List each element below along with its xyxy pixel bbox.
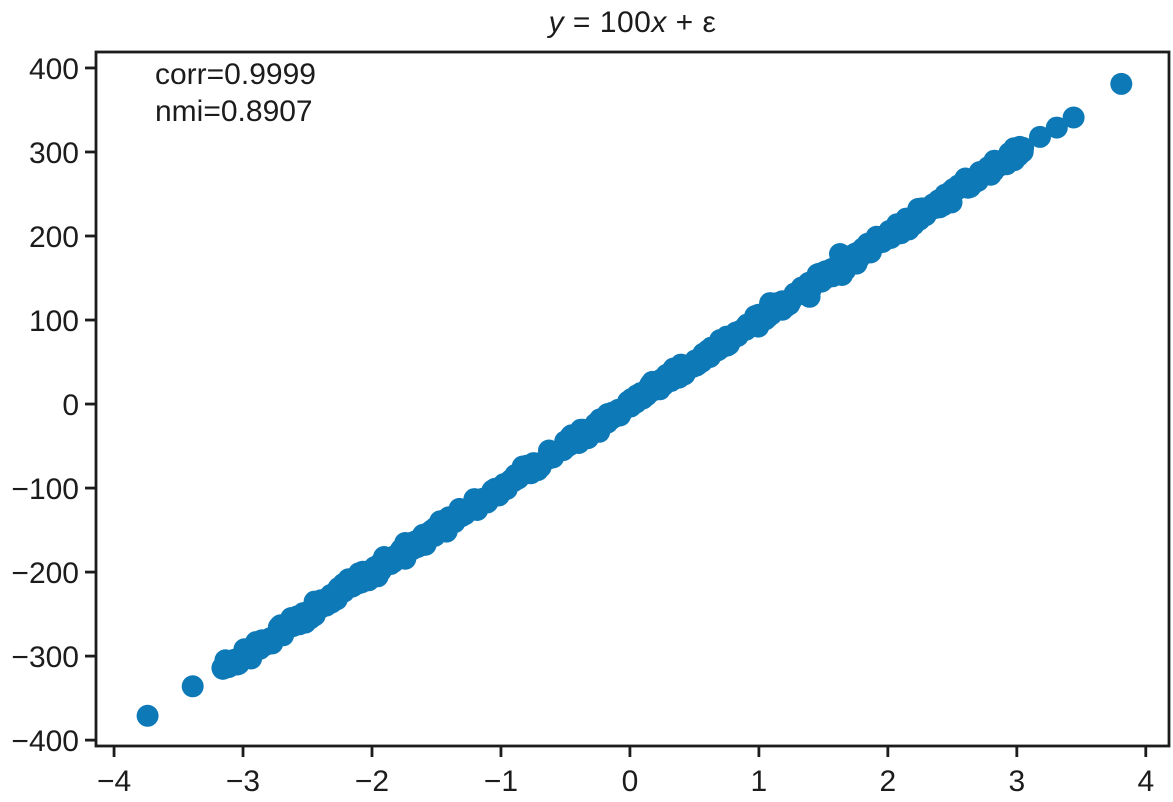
scatter-point (700, 336, 723, 359)
y-tick-label: −400 (11, 725, 79, 758)
scatter-point (865, 225, 888, 248)
scatter-point (905, 204, 928, 227)
scatter-point (853, 240, 876, 263)
scatter-point (574, 421, 597, 444)
scatter-point (641, 370, 664, 393)
x-tick-label: 0 (622, 765, 639, 798)
scatter-point (329, 578, 351, 601)
scatter-point (759, 292, 782, 315)
scatter-point (476, 490, 499, 513)
scatter-point (557, 429, 580, 452)
scatter-point (995, 153, 1018, 176)
scatter-point (619, 395, 642, 418)
title-text: + ε (666, 6, 717, 39)
scatter-point (257, 632, 279, 655)
scatter-point (362, 561, 385, 584)
scatter-point (659, 362, 682, 385)
title-text: = 100 (564, 6, 652, 39)
x-tick-label: −4 (97, 765, 131, 798)
y-tick-label: 0 (62, 389, 79, 422)
nmi-value: nmi=0.8907 (155, 95, 313, 128)
scatter-point (956, 172, 979, 195)
scatter-point (238, 642, 261, 665)
scatter-point (1062, 106, 1085, 129)
x-tick-label: −1 (484, 765, 518, 798)
x-tick-label: −3 (226, 765, 260, 798)
scatter-point (136, 704, 159, 727)
scatter-point (831, 264, 853, 286)
y-tick-label: −300 (11, 641, 79, 674)
chart-title: y = 100x + ε (96, 6, 1169, 40)
scatter-point (449, 502, 472, 525)
scatter-point (1110, 72, 1133, 95)
stats-annotation: corr=0.9999 nmi=0.8907 (155, 56, 316, 130)
scatter-series (136, 72, 1133, 727)
scatter-point (808, 262, 831, 285)
x-tick-label: 2 (880, 765, 897, 798)
scatter-point (294, 601, 317, 624)
title-math-var: y (548, 6, 565, 39)
y-tick-label: 400 (29, 53, 79, 86)
axes-frame (94, 50, 1171, 748)
x-tick-label: 4 (1137, 765, 1154, 798)
scatter-point (1045, 116, 1068, 139)
x-tick-label: 1 (751, 765, 768, 798)
scatter-point (788, 279, 811, 302)
y-tick-label: −200 (11, 557, 79, 590)
y-tick-label: 100 (29, 305, 79, 338)
scatter-point (433, 517, 455, 540)
scatter-point (394, 547, 417, 570)
corr-value: corr=0.9999 (155, 58, 316, 91)
y-tick-label: −100 (11, 473, 79, 506)
scatter-point (1029, 125, 1051, 148)
scatter-point (726, 324, 749, 347)
scatter-point (924, 196, 947, 219)
scatter-point (888, 217, 911, 240)
y-tick-label: 300 (29, 137, 79, 170)
scatter-point (181, 675, 204, 698)
scatter-point (591, 409, 614, 432)
x-tick-label: −2 (355, 765, 389, 798)
title-math-var: x (651, 6, 667, 39)
y-tick-label: 200 (29, 221, 79, 254)
scatter-point (220, 651, 243, 674)
x-tick-label: 3 (1008, 765, 1025, 798)
scatter-point (506, 464, 529, 487)
